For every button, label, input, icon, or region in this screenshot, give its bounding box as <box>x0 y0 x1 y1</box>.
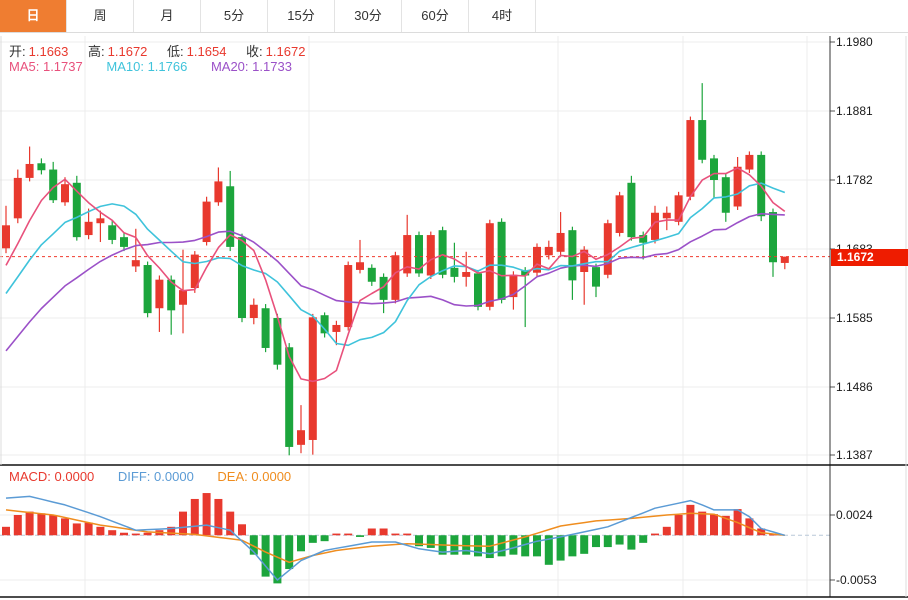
ma-legend: MA5: 1.1737 MA10: 1.1766 MA20: 1.1733 <box>9 59 312 74</box>
close-label: 收: <box>246 44 263 59</box>
price-axis-label-4: 1.1585 <box>836 311 873 325</box>
low-label: 低: <box>167 44 184 59</box>
macd-legend: MACD: 0.0000 DIFF: 0.0000 DEA: 0.0000 <box>9 469 311 484</box>
macd-value-legend: MACD: 0.0000 <box>9 469 95 484</box>
price-axis-label-2: 1.1782 <box>836 173 873 187</box>
ma5-legend: MA5: 1.1737 <box>9 59 83 74</box>
tab-week[interactable]: 周 <box>67 0 134 32</box>
current-price-tag: 1.1672 <box>831 249 908 266</box>
close-value: 1.1672 <box>265 44 306 59</box>
tab-4hour[interactable]: 4时 <box>469 0 536 32</box>
tab-5min[interactable]: 5分 <box>201 0 268 32</box>
price-axis-label-5: 1.1486 <box>836 380 873 394</box>
tab-month[interactable]: 月 <box>134 0 201 32</box>
open-value: 1.1663 <box>28 44 69 59</box>
price-axis-label-6: 1.1387 <box>836 448 873 462</box>
open-label: 开: <box>9 44 26 59</box>
high-value: 1.1672 <box>107 44 148 59</box>
price-axis-label-1: 1.1881 <box>836 104 873 118</box>
macd-axis-label-0: 0.0024 <box>836 508 873 522</box>
tab-day[interactable]: 日 <box>0 0 67 32</box>
timeframe-tabbar: 日 周 月 5分 15分 30分 60分 4时 <box>0 0 908 33</box>
tab-30min[interactable]: 30分 <box>335 0 402 32</box>
high-label: 高: <box>88 44 105 59</box>
ma20-legend: MA20: 1.1733 <box>210 59 292 74</box>
macd-axis-label-1: -0.0053 <box>836 573 877 587</box>
ma10-legend: MA10: 1.1766 <box>106 59 188 74</box>
diff-value-legend: DIFF: 0.0000 <box>117 469 194 484</box>
low-value: 1.1654 <box>186 44 227 59</box>
tab-60min[interactable]: 60分 <box>402 0 469 32</box>
dea-value-legend: DEA: 0.0000 <box>217 469 292 484</box>
tab-15min[interactable]: 15分 <box>268 0 335 32</box>
price-axis-label-0: 1.1980 <box>836 35 873 49</box>
ohlc-legend: 开: 1.1663 高: 1.1672 低: 1.1654 收: 1.1672 <box>9 41 321 60</box>
